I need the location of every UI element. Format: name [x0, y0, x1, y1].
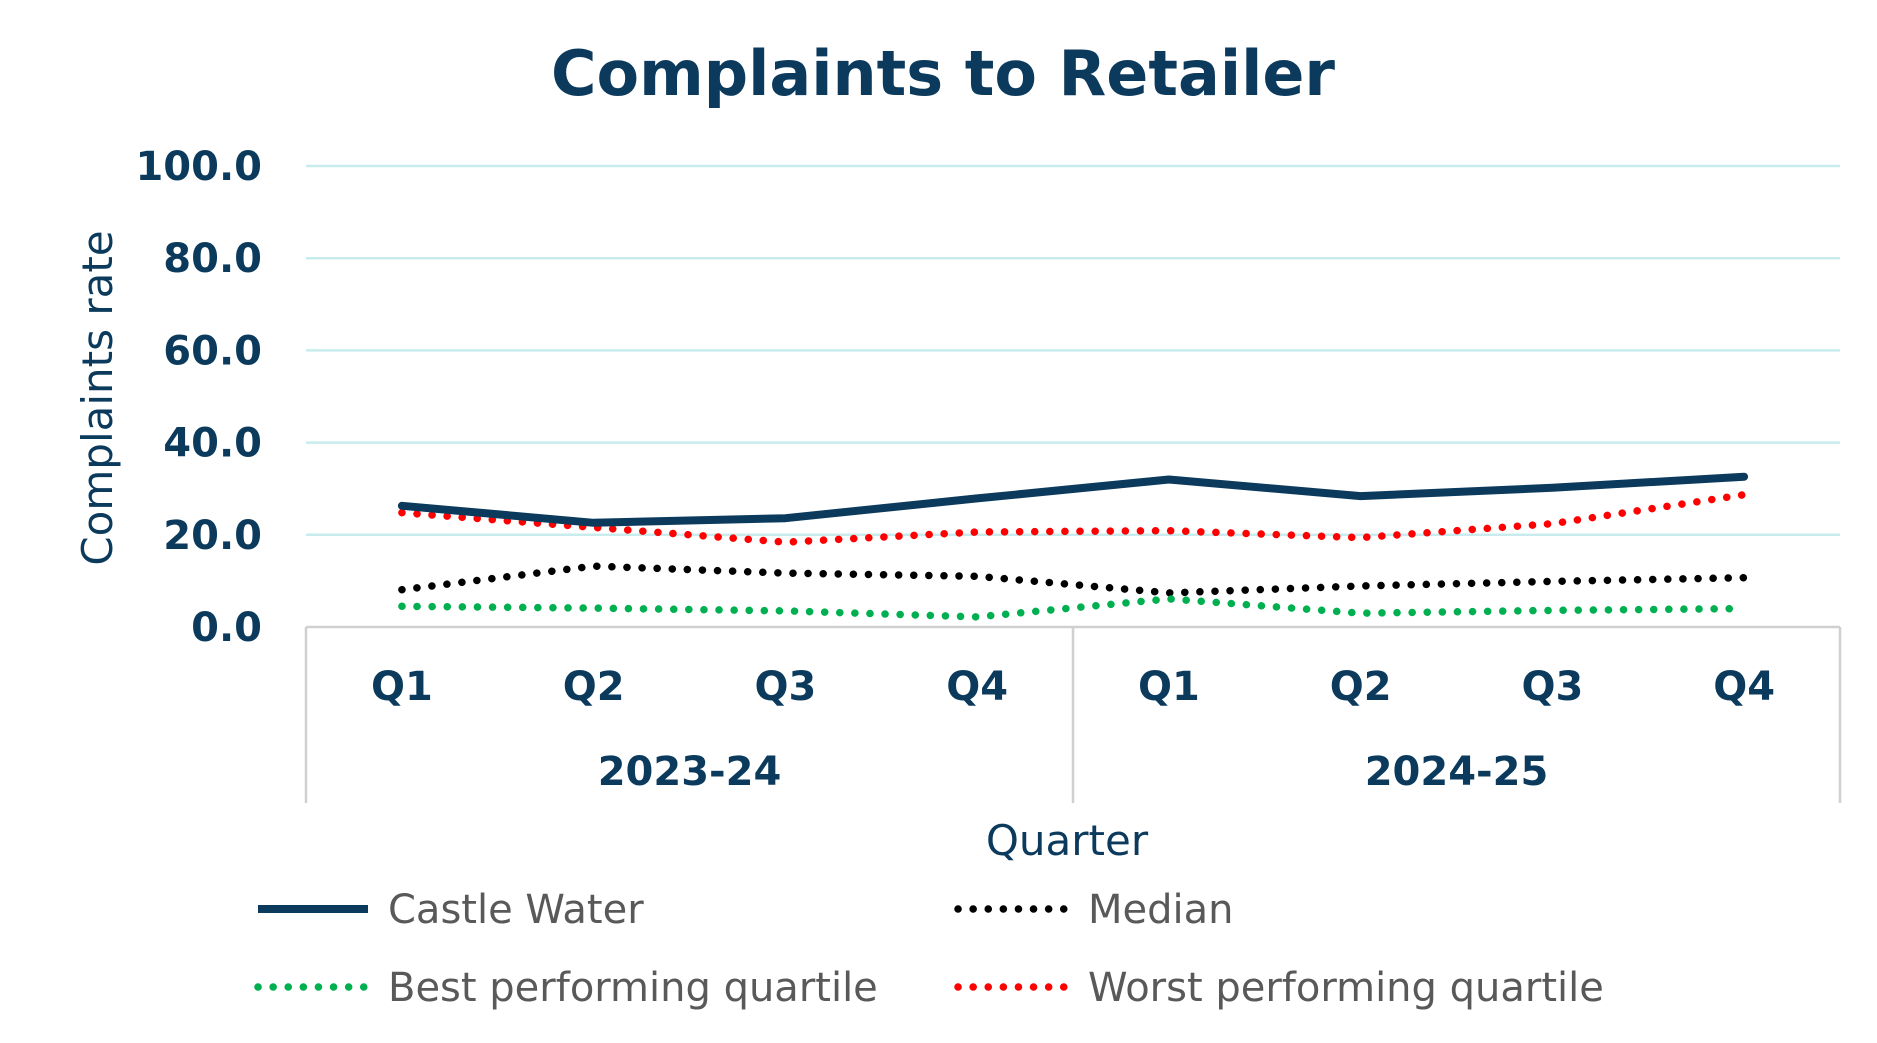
x-tick-label: Q3 — [754, 664, 816, 710]
series-line-best-performing-quartile — [398, 595, 1748, 621]
series-line-median — [398, 562, 1748, 597]
y-tick-label: 60.0 — [163, 328, 262, 374]
legend-label: Worst performing quartile — [1088, 965, 1604, 1011]
x-tick-label: Q2 — [1330, 664, 1392, 710]
legend-label: Best performing quartile — [388, 965, 878, 1011]
x-tick-label: Q2 — [563, 664, 625, 710]
y-tick-label: 80.0 — [163, 236, 262, 282]
y-axis-title: Complaints rate — [73, 230, 122, 565]
x-group-label: 2023-24 — [598, 749, 782, 795]
axes: 2023-24 2024-25 Q1 Q2 Q3 Q4 Q1 Q2 Q3 Q4 — [304, 625, 1842, 803]
x-axis-title: Quarter — [986, 816, 1149, 865]
legend-label: Median — [1088, 887, 1234, 933]
series-line-castle-water — [397, 472, 1749, 527]
x-tick-label: Q4 — [1713, 664, 1775, 710]
legend-label: Castle Water — [388, 887, 644, 933]
y-tick-label: 0.0 — [191, 605, 262, 651]
x-tick-label: Q1 — [1138, 664, 1200, 710]
legend: Castle Water Median Best performing quarti… — [254, 887, 1604, 1011]
y-tick-label: 100.0 — [135, 144, 262, 190]
y-tick-label: 40.0 — [163, 421, 262, 467]
series-lines — [397, 472, 1749, 621]
series-line-worst-performing-quartile — [398, 490, 1748, 546]
x-tick-label: Q4 — [946, 664, 1008, 710]
gridlines: 0.0 20.0 40.0 60.0 80.0 100.0 — [135, 144, 1840, 651]
y-tick-label: 20.0 — [163, 513, 262, 559]
x-tick-label: Q3 — [1521, 664, 1583, 710]
chart-title: Complaints to Retailer — [551, 37, 1335, 110]
x-tick-label: Q1 — [371, 664, 433, 710]
x-group-label: 2024-25 — [1365, 749, 1549, 795]
